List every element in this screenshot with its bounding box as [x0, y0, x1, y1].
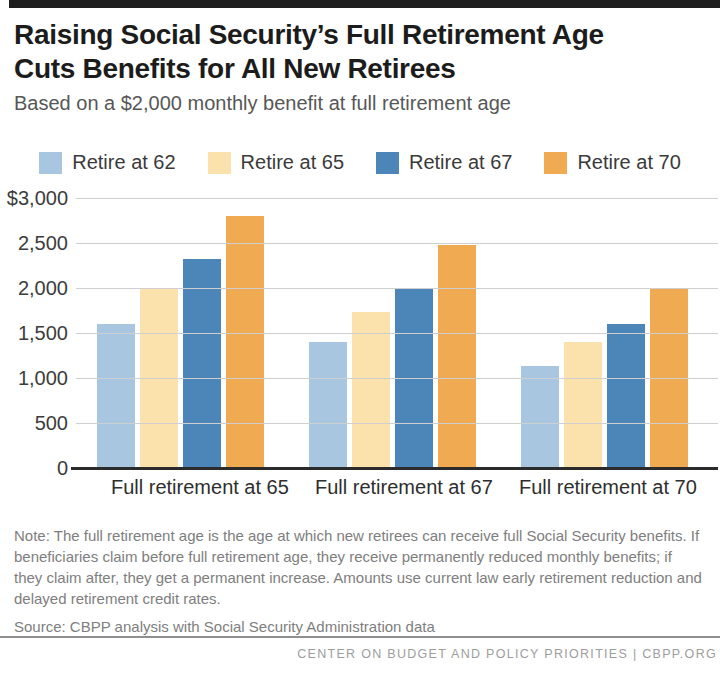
bar-groups [76, 216, 718, 468]
x-axis-category-label: Full retirement at 67 [315, 476, 482, 499]
legend-swatch-icon [376, 152, 399, 174]
legend-label: Retire at 65 [241, 151, 344, 174]
bar [607, 324, 645, 468]
y-tick-label: 2,500 [18, 232, 68, 255]
y-tick-label: 0 [57, 457, 68, 480]
bar-chart: $3,0002,5002,0001,5001,0005000 Full reti… [14, 198, 718, 499]
x-axis-labels: Full retirement at 65 Full retirement at … [90, 476, 716, 499]
bar [97, 324, 135, 468]
legend-item: Retire at 62 [39, 151, 175, 174]
y-tick-label: $3,000 [7, 187, 68, 210]
bar [352, 312, 390, 468]
chart-legend: Retire at 62 Retire at 65 Retire at 67 Reti… [0, 151, 720, 174]
y-tick-label: 1,500 [18, 322, 68, 345]
gridline [76, 333, 718, 334]
x-axis-line [71, 467, 718, 470]
gridline [76, 243, 718, 244]
gridline [76, 198, 718, 199]
bar-group [97, 216, 264, 468]
note-text: Note: The full retirement age is the age… [14, 525, 702, 609]
legend-swatch-icon [39, 152, 62, 174]
bar-group [309, 245, 476, 468]
bar [309, 342, 347, 468]
plot-area [76, 198, 718, 468]
legend-item: Retire at 70 [544, 151, 680, 174]
gridline [76, 378, 718, 379]
legend-label: Retire at 62 [72, 151, 175, 174]
x-axis-category-label: Full retirement at 65 [111, 476, 278, 499]
y-tick-label: 500 [35, 412, 68, 435]
y-axis: $3,0002,5002,0001,5001,0005000 [14, 198, 76, 468]
bar [564, 342, 602, 468]
gridline [76, 288, 718, 289]
bar [183, 259, 221, 468]
footer-attribution: CENTER ON BUDGET AND POLICY PRIORITIES |… [297, 647, 717, 661]
bar [438, 245, 476, 468]
y-tick-label: 1,000 [18, 367, 68, 390]
legend-swatch-icon [208, 152, 231, 174]
bar [521, 366, 559, 468]
chart-subtitle: Based on a $2,000 monthly benefit at ful… [14, 92, 706, 115]
source-text: Source: CBPP analysis with Social Securi… [14, 618, 706, 635]
legend-item: Retire at 67 [376, 151, 512, 174]
legend-label: Retire at 67 [409, 151, 512, 174]
legend-item: Retire at 65 [208, 151, 344, 174]
gridline [76, 423, 718, 424]
y-tick-label: 2,000 [18, 277, 68, 300]
legend-swatch-icon [544, 152, 567, 174]
top-accent-bar [9, 0, 720, 8]
x-axis-category-label: Full retirement at 70 [519, 476, 686, 499]
legend-label: Retire at 70 [577, 151, 680, 174]
bar [226, 216, 264, 468]
page-title: Raising Social Security’s Full Retiremen… [14, 18, 669, 85]
footer-divider [0, 636, 720, 638]
